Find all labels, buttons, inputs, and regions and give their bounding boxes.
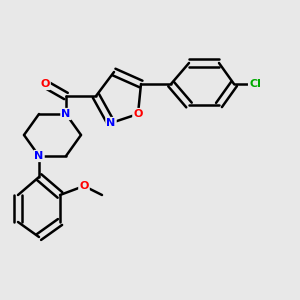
- Text: O: O: [79, 181, 89, 191]
- Text: Cl: Cl: [249, 79, 261, 89]
- Text: N: N: [61, 109, 70, 119]
- Text: O: O: [40, 79, 50, 89]
- Text: N: N: [34, 151, 43, 161]
- Text: N: N: [106, 118, 116, 128]
- Text: O: O: [133, 109, 143, 119]
